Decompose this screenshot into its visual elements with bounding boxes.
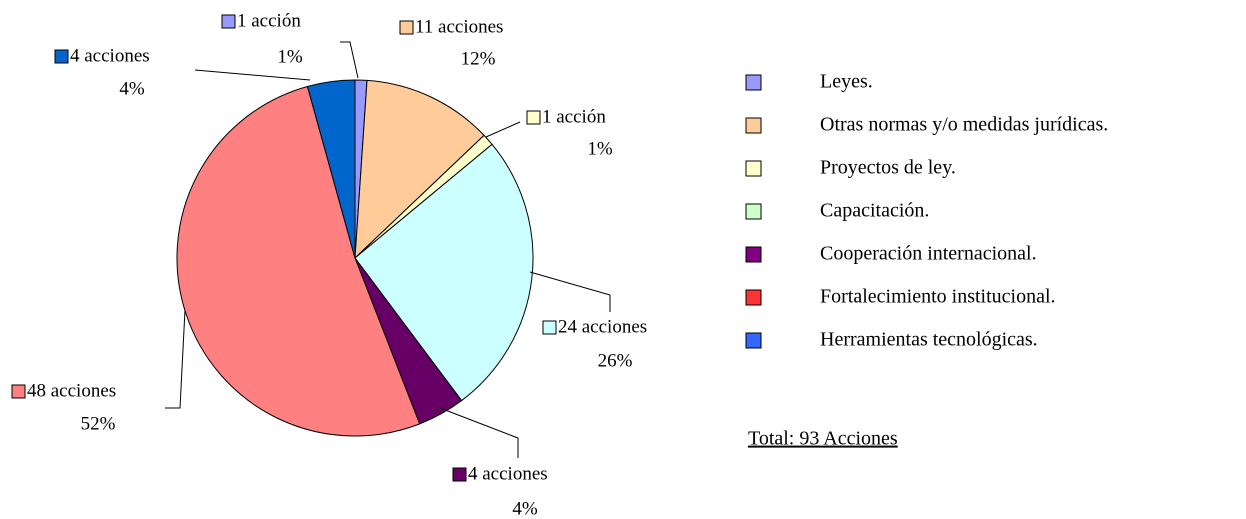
data-label: 48 acciones [27, 380, 116, 401]
label-swatch [452, 467, 467, 482]
leader-line [194, 69, 311, 81]
legend-swatch [745, 160, 762, 177]
data-label: 1 acción [237, 10, 301, 31]
legend-label: Capacitación. [820, 200, 929, 222]
leader-line [165, 309, 186, 409]
percent-label: 4% [119, 78, 145, 99]
label-swatch [54, 49, 69, 64]
percent-label: 26% [598, 350, 633, 371]
legend-swatch [745, 117, 762, 134]
data-label: 1 acción [542, 106, 606, 127]
leader-line [439, 407, 519, 458]
pie-slice [354, 79, 485, 260]
legend-label: Leyes. [820, 71, 873, 93]
leader-line [340, 41, 359, 79]
label-swatch [221, 14, 236, 29]
label-swatch [526, 110, 541, 125]
label-swatch [399, 20, 414, 35]
pie-slice [176, 85, 421, 437]
legend-swatch [745, 203, 762, 220]
legend-swatch [745, 246, 762, 263]
data-label: 11 acciones [415, 16, 503, 37]
leader-line [529, 271, 611, 312]
percent-label: 12% [461, 48, 496, 69]
legend-swatch [745, 289, 762, 306]
data-label: 4 acciones [468, 463, 548, 484]
percent-label: 1% [277, 46, 303, 67]
data-label: 4 acciones [70, 45, 150, 66]
legend-label: Proyectos de ley. [820, 157, 956, 179]
pie-slice [306, 79, 356, 259]
legend-label: Cooperación internacional. [820, 243, 1037, 265]
legend-label: Herramientas tecnológicas. [820, 329, 1038, 351]
label-swatch [11, 384, 26, 399]
legend-swatch [745, 332, 762, 349]
legend-label: Otras normas y/o medidas jurídicas. [820, 114, 1108, 136]
percent-label: 52% [81, 413, 116, 434]
leader-line [485, 121, 521, 138]
legend-label: Fortalecimiento institucional. [820, 286, 1056, 308]
data-label: 24 acciones [558, 316, 647, 337]
percent-label: 4% [512, 498, 538, 519]
pie-slice [354, 143, 534, 402]
legend-swatch [745, 74, 762, 91]
percent-label: 1% [587, 138, 613, 159]
label-swatch [542, 320, 557, 335]
total-note: Total: 93 Acciones [748, 428, 898, 450]
